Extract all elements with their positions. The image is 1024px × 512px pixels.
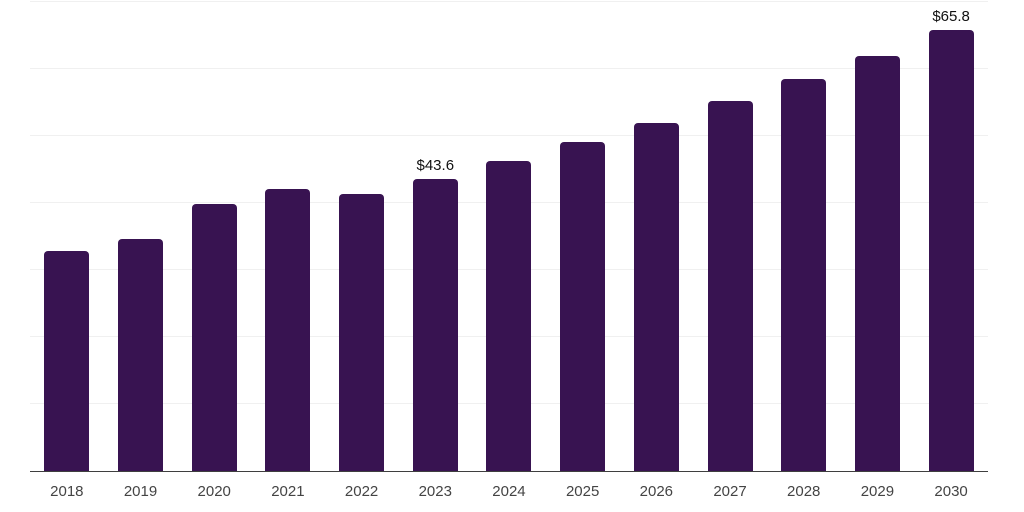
bar-slot: $43.6 — [398, 2, 472, 471]
bar-2026 — [633, 122, 679, 471]
bar-2023 — [412, 178, 458, 471]
bar-2027 — [707, 101, 753, 471]
bar-2020 — [191, 204, 237, 471]
x-tick-label: 2020 — [197, 483, 231, 500]
bar-slot — [620, 2, 694, 471]
x-tick-label: 2028 — [787, 483, 821, 500]
bar-2019 — [118, 239, 164, 471]
x-tick-label: 2027 — [713, 483, 747, 500]
bar-slot: $65.8 — [914, 2, 988, 471]
x-tick-label: 2019 — [123, 483, 158, 500]
bar-slot — [104, 2, 178, 471]
x-tick-label: 2018 — [50, 483, 84, 500]
bar-slot — [693, 2, 767, 471]
gridline — [30, 1, 988, 2]
bar-2022 — [339, 193, 385, 471]
bar-slot — [767, 2, 841, 471]
value-label: $65.8 — [932, 8, 970, 26]
bar-slot — [177, 2, 251, 471]
x-tick-label: 2024 — [492, 483, 526, 500]
bar-2024 — [486, 160, 532, 471]
bar-2029 — [854, 56, 900, 471]
bar-slot — [30, 2, 104, 471]
bar-2018 — [44, 251, 90, 471]
bar-slot — [546, 2, 620, 471]
bar-2021 — [265, 188, 311, 471]
gridline — [30, 135, 988, 136]
bar-2028 — [781, 79, 827, 471]
x-axis-labels: 2018 2019 2020 2021 2022 2023 2024 2025 2026 2027… — [30, 473, 988, 499]
x-tick-label: 2026 — [639, 483, 674, 500]
bar-slot — [325, 2, 399, 471]
value-label: $43.6 — [416, 156, 455, 174]
plot-area: $43.6 $65.8 — [30, 1, 988, 472]
x-tick-label: 2023 — [418, 483, 452, 500]
x-tick-label: 2022 — [344, 483, 379, 500]
x-tick-label: 2029 — [860, 483, 895, 500]
bar-slot — [472, 2, 546, 471]
bar-2025 — [560, 142, 606, 471]
bar-slot — [251, 2, 325, 471]
x-tick-label: 2025 — [565, 483, 600, 500]
gridline — [30, 68, 988, 69]
bar-2030 — [928, 30, 974, 471]
x-tick-label: 2021 — [271, 483, 305, 500]
bars: $43.6 $65.8 — [30, 2, 988, 471]
bar-slot — [841, 2, 915, 471]
x-tick-label: 2030 — [934, 483, 968, 500]
